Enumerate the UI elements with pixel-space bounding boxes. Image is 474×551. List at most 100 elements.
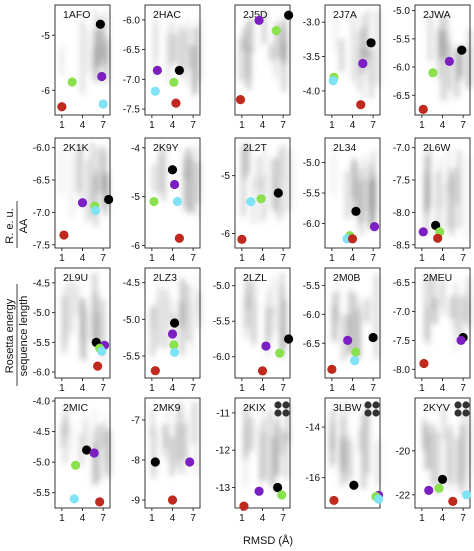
decoy-streak bbox=[151, 164, 157, 192]
y-tick-label: -20 bbox=[396, 446, 411, 457]
y-tick-label: -5.0 bbox=[33, 458, 51, 469]
x-tick-label: 1 bbox=[419, 383, 425, 394]
decoy-streak bbox=[85, 159, 91, 223]
point-cyan bbox=[461, 490, 472, 500]
point-purple bbox=[456, 335, 466, 345]
panel-title: 2JWA bbox=[423, 9, 451, 21]
point-red bbox=[356, 100, 366, 110]
decoy-streak bbox=[285, 403, 291, 443]
decoy-streak bbox=[354, 160, 360, 214]
x-tick-label: 1 bbox=[419, 253, 425, 264]
decoy-streak bbox=[104, 169, 110, 199]
panel-2lz3: -4.5 -5.0 -5.5 1 4 7 2LZ3 bbox=[123, 267, 202, 394]
point-black bbox=[273, 482, 283, 493]
y-tick-label: -8 bbox=[131, 456, 140, 467]
y-tick-label: -5.0 bbox=[303, 158, 321, 169]
decoy-cloud bbox=[151, 143, 201, 218]
point-cyan bbox=[374, 494, 384, 504]
panel-2l9u: -4.5 -5.0 -5.5 -6.0 1 4 7 2L9U bbox=[33, 267, 111, 394]
x-tick-label: 7 bbox=[370, 253, 376, 264]
decoy-streak bbox=[443, 181, 449, 230]
point-red bbox=[59, 230, 69, 240]
decoy-cloud bbox=[240, 142, 293, 225]
oligomer-dot bbox=[462, 409, 470, 417]
x-tick-label: 1 bbox=[239, 253, 245, 264]
decoy-streak bbox=[263, 145, 269, 181]
decoy-streak bbox=[375, 9, 381, 87]
y-tick-label: -6.0 bbox=[303, 219, 321, 230]
x-tick-label: 1 bbox=[59, 513, 65, 524]
point-cyan bbox=[90, 205, 101, 216]
decoy-streak bbox=[175, 404, 181, 461]
decoy-streak bbox=[446, 41, 452, 91]
decoy-streak bbox=[342, 401, 348, 483]
point-red bbox=[257, 366, 268, 376]
point-red bbox=[239, 501, 249, 511]
y-label-frac-num: R. e. u. bbox=[4, 208, 16, 243]
point-red bbox=[448, 496, 458, 506]
x-tick-label: 4 bbox=[440, 253, 446, 264]
decoy-streak bbox=[68, 281, 74, 334]
point-black bbox=[82, 445, 92, 455]
decoy-streak bbox=[92, 440, 98, 487]
decoy-streak bbox=[62, 415, 68, 465]
y-tick-label: -22 bbox=[396, 490, 411, 501]
point-red bbox=[327, 364, 337, 374]
panel-2j7a: -3.0 -3.5 -4.0 1 4 7 2J7A bbox=[303, 4, 381, 131]
decoy-streak bbox=[78, 432, 84, 467]
x-tick-label: 7 bbox=[190, 253, 196, 264]
decoy-streak bbox=[331, 292, 337, 344]
point-purple bbox=[169, 179, 180, 190]
point-green bbox=[71, 460, 81, 470]
y-tick-label: -5 bbox=[221, 171, 230, 182]
y-tick-label: -4.5 bbox=[33, 427, 51, 438]
y-tick-label: -4.5 bbox=[33, 278, 51, 289]
panel-title: 2L6W bbox=[423, 142, 451, 154]
decoy-streak bbox=[358, 168, 364, 236]
panel-2mic: -4.0 -4.5 -5.0 -5.5 1 4 7 2MIC bbox=[33, 397, 111, 524]
x-tick-label: 7 bbox=[100, 513, 106, 524]
y-tick-label: -8.0 bbox=[393, 208, 411, 219]
x-tick-label: 7 bbox=[100, 253, 106, 264]
x-tick-label: 4 bbox=[260, 383, 266, 394]
decoy-streak bbox=[171, 312, 177, 344]
x-tick-label: 7 bbox=[100, 383, 106, 394]
decoy-streak bbox=[169, 436, 175, 477]
x-tick-label: 7 bbox=[280, 253, 286, 264]
panel-title: 2KYV bbox=[423, 402, 450, 414]
x-tick-label: 7 bbox=[460, 513, 466, 524]
point-black bbox=[273, 188, 283, 198]
panel-title: 2M0B bbox=[333, 272, 360, 284]
point-black bbox=[167, 165, 178, 175]
decoy-streak bbox=[371, 179, 377, 210]
panel-title: 3LBW bbox=[333, 402, 362, 414]
panel-title: 2LZL bbox=[243, 272, 267, 284]
x-tick-label: 1 bbox=[59, 253, 65, 264]
decoy-cloud bbox=[331, 151, 377, 236]
decoy-streak bbox=[440, 281, 446, 316]
panel-2k1k: -6.0 -6.5 -7.0 -7.5 1 4 7 2K1K bbox=[33, 137, 114, 264]
panel-2l34: -5.0 -5.5 -6.0 1 4 7 2L34 bbox=[303, 137, 381, 264]
y-tick-label: -6.0 bbox=[393, 63, 411, 74]
point-red bbox=[95, 497, 105, 507]
decoy-streak bbox=[153, 8, 159, 77]
decoy-streak bbox=[457, 295, 463, 343]
y-tick-label: -12 bbox=[216, 446, 231, 457]
decoy-streak bbox=[268, 43, 274, 63]
decoy-streak bbox=[91, 46, 97, 83]
panel-2k9y: -4 -5 -6 1 4 7 2K9Y bbox=[131, 137, 201, 264]
decoy-streak bbox=[161, 423, 167, 458]
y-tick-label: -5 bbox=[41, 31, 50, 42]
point-cyan bbox=[98, 99, 108, 109]
x-tick-label: 4 bbox=[170, 120, 176, 131]
point-cyan bbox=[172, 196, 182, 207]
y-tick-label: -5 bbox=[131, 192, 140, 203]
decoy-streak bbox=[89, 295, 95, 339]
x-tick-label: 1 bbox=[239, 513, 245, 524]
x-tick-label: 7 bbox=[100, 120, 106, 131]
y-tick-label: -4 bbox=[131, 143, 140, 154]
panel-frame bbox=[324, 397, 381, 509]
point-cyan bbox=[69, 494, 79, 504]
point-red bbox=[150, 366, 160, 376]
decoy-streak bbox=[240, 148, 246, 217]
